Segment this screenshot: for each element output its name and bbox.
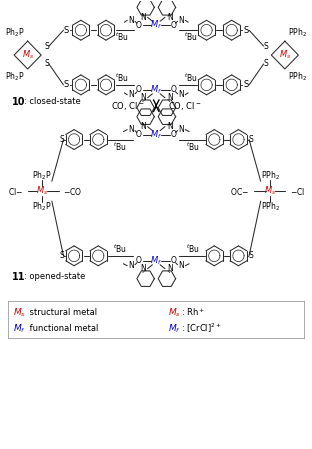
Text: N: N [178, 125, 184, 134]
Text: $M_f$: $M_f$ [168, 322, 181, 335]
Text: $M_s$: $M_s$ [279, 49, 291, 62]
Text: $^t$Bu: $^t$Bu [186, 140, 200, 153]
Text: N: N [167, 13, 173, 22]
Text: Ph$_2$P: Ph$_2$P [5, 70, 25, 83]
Text: S: S [45, 42, 49, 51]
Text: : Rh$^+$: : Rh$^+$ [181, 307, 206, 318]
Text: $M_f$: $M_f$ [150, 19, 162, 31]
Text: $M_s$: $M_s$ [22, 49, 34, 62]
Text: O: O [136, 21, 142, 30]
Text: $M_s$: $M_s$ [13, 306, 26, 319]
Text: N: N [128, 261, 134, 270]
Text: $M_f$: $M_f$ [150, 128, 162, 141]
Text: N: N [140, 13, 146, 22]
Text: $-$CO: $-$CO [63, 186, 83, 197]
Text: structural metal: structural metal [27, 308, 97, 317]
Text: $M_s$: $M_s$ [36, 185, 48, 198]
Text: S: S [59, 135, 64, 144]
Text: Ph$_2$P: Ph$_2$P [32, 169, 52, 181]
Text: S: S [249, 135, 253, 144]
Text: N: N [178, 261, 184, 270]
Text: S: S [45, 60, 49, 69]
Text: 10: 10 [12, 97, 26, 107]
Text: O: O [171, 256, 177, 265]
Text: N: N [128, 125, 134, 134]
Text: $^t$Bu: $^t$Bu [115, 72, 128, 84]
Text: : [CrCl]$^{2+}$: : [CrCl]$^{2+}$ [181, 322, 222, 335]
Text: $-$Cl: $-$Cl [290, 186, 305, 197]
Text: O: O [136, 256, 142, 265]
Text: PPh$_2$: PPh$_2$ [288, 27, 307, 40]
Text: $^t$Bu: $^t$Bu [184, 72, 198, 84]
Text: : closed-state: : closed-state [24, 97, 80, 106]
Text: $^t$Bu: $^t$Bu [113, 242, 126, 255]
Text: S: S [244, 26, 249, 35]
Text: OC$-$: OC$-$ [230, 186, 249, 197]
Text: $M_s$: $M_s$ [264, 185, 276, 198]
Text: CO, Cl$^-$: CO, Cl$^-$ [168, 100, 201, 112]
Text: N: N [167, 93, 173, 102]
Text: PPh$_2$: PPh$_2$ [261, 201, 280, 213]
Text: PPh$_2$: PPh$_2$ [288, 70, 307, 83]
Text: O: O [171, 130, 177, 139]
Text: Ph$_2$P: Ph$_2$P [32, 201, 52, 213]
Text: PPh$_2$: PPh$_2$ [261, 169, 280, 181]
Text: O: O [171, 85, 177, 94]
Text: N: N [140, 122, 146, 131]
Text: Cl$-$: Cl$-$ [8, 186, 23, 197]
Text: functional metal: functional metal [27, 324, 98, 333]
Text: $M_f$: $M_f$ [150, 84, 162, 96]
Text: O: O [136, 85, 142, 94]
Text: N: N [178, 90, 184, 99]
Text: N: N [128, 90, 134, 99]
Text: S: S [263, 60, 268, 69]
Text: N: N [140, 93, 146, 102]
Text: $^t$Bu: $^t$Bu [184, 31, 198, 44]
Text: Ph$_2$P: Ph$_2$P [5, 27, 25, 40]
Text: 11: 11 [12, 272, 26, 282]
Text: N: N [167, 264, 173, 273]
Text: : opened-state: : opened-state [24, 272, 85, 281]
Text: $^t$Bu: $^t$Bu [115, 31, 128, 44]
Text: N: N [140, 264, 146, 273]
Text: N: N [167, 122, 173, 131]
Text: O: O [136, 130, 142, 139]
Text: S: S [64, 26, 69, 35]
Text: $^t$Bu: $^t$Bu [113, 140, 126, 153]
Text: CO, Cl$^-$: CO, Cl$^-$ [111, 100, 145, 112]
Text: S: S [59, 251, 64, 260]
Text: $M_f$: $M_f$ [150, 255, 162, 267]
Text: $M_s$: $M_s$ [168, 306, 181, 319]
Text: S: S [263, 42, 268, 51]
Text: N: N [128, 16, 134, 25]
Text: N: N [178, 16, 184, 25]
Text: S: S [64, 80, 69, 89]
Text: $^t$Bu: $^t$Bu [186, 242, 200, 255]
Text: S: S [244, 80, 249, 89]
Text: O: O [171, 21, 177, 30]
Text: S: S [249, 251, 253, 260]
Text: $M_f$: $M_f$ [13, 322, 26, 335]
